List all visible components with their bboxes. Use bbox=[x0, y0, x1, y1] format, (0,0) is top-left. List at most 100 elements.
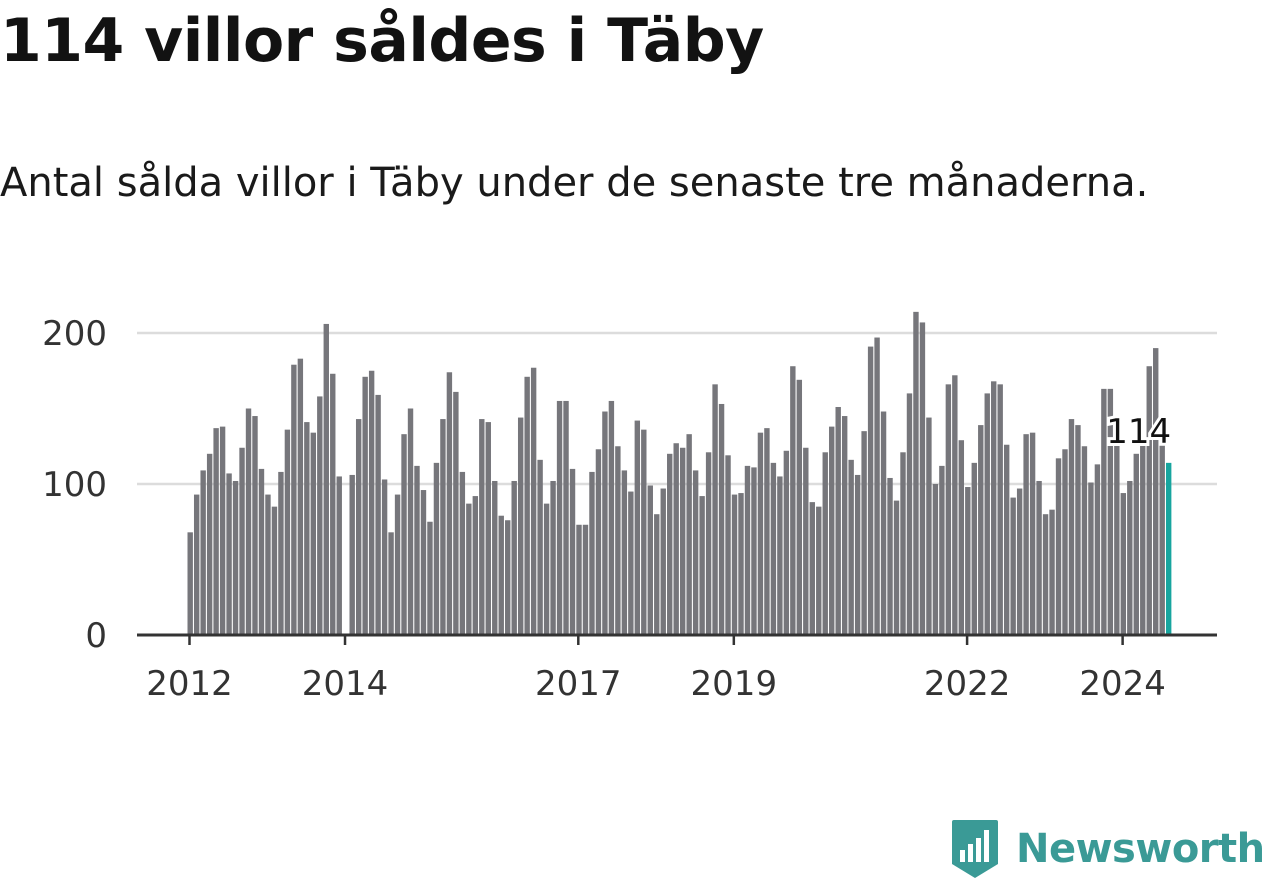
bar bbox=[1094, 464, 1101, 635]
bar bbox=[479, 419, 485, 635]
bar bbox=[440, 419, 446, 635]
bar bbox=[453, 391, 459, 635]
bar bbox=[1023, 434, 1029, 635]
bar bbox=[265, 494, 271, 635]
bar bbox=[543, 503, 550, 635]
bar bbox=[485, 422, 491, 635]
bar bbox=[1081, 446, 1088, 635]
bar bbox=[692, 470, 699, 635]
bar bbox=[932, 484, 939, 635]
bar bbox=[472, 496, 479, 635]
bar bbox=[835, 406, 841, 635]
bar bbox=[556, 400, 563, 635]
bar bbox=[232, 480, 239, 635]
bar bbox=[1133, 453, 1139, 635]
x-tick-label: 2022 bbox=[924, 664, 1011, 704]
bar bbox=[401, 434, 407, 635]
bar bbox=[200, 470, 206, 635]
y-axis-ticks: 0 100 200 bbox=[42, 314, 107, 656]
bar bbox=[1036, 480, 1042, 635]
y-tick-label: 100 bbox=[42, 465, 107, 505]
bar bbox=[1042, 514, 1049, 635]
bar bbox=[1062, 449, 1068, 635]
bar bbox=[239, 447, 245, 635]
bar bbox=[647, 485, 653, 635]
bar bbox=[576, 524, 582, 635]
bar bbox=[459, 471, 466, 635]
chart-subtitle: Antal sålda villor i Täby under de senas… bbox=[0, 160, 1149, 206]
bar bbox=[258, 468, 265, 635]
bar bbox=[1075, 425, 1081, 635]
bar bbox=[219, 426, 226, 635]
bar bbox=[634, 420, 641, 635]
bar bbox=[537, 459, 543, 635]
bar bbox=[1016, 488, 1023, 635]
bar bbox=[861, 431, 867, 635]
bar bbox=[563, 400, 569, 635]
x-axis-ticks: 2012 2014 2017 2019 2022 2024 bbox=[146, 635, 1166, 704]
y-tick-label: 0 bbox=[85, 616, 107, 656]
bar bbox=[511, 480, 517, 635]
bar bbox=[304, 422, 310, 635]
x-tick-label: 2017 bbox=[535, 664, 622, 704]
bar bbox=[381, 479, 388, 635]
bar bbox=[1127, 480, 1133, 635]
bar bbox=[595, 449, 602, 635]
bar bbox=[686, 434, 692, 635]
bar bbox=[492, 480, 498, 635]
bar bbox=[187, 532, 193, 635]
bar bbox=[822, 452, 828, 635]
bar bbox=[368, 370, 375, 635]
bar bbox=[887, 477, 893, 635]
bar bbox=[673, 443, 679, 635]
bar bbox=[291, 364, 297, 635]
bar bbox=[744, 465, 751, 635]
bar bbox=[569, 468, 576, 635]
bar bbox=[602, 411, 608, 635]
bar bbox=[355, 419, 362, 635]
bar bbox=[1010, 497, 1016, 635]
bar bbox=[991, 381, 997, 635]
bar bbox=[731, 494, 738, 635]
bar bbox=[1068, 419, 1075, 635]
bar bbox=[330, 373, 336, 635]
bar bbox=[803, 447, 809, 635]
bar bbox=[615, 446, 621, 635]
bar bbox=[446, 372, 453, 635]
bar bbox=[252, 416, 258, 635]
bar bbox=[278, 471, 284, 635]
bar bbox=[349, 474, 355, 635]
x-tick-label: 2019 bbox=[691, 664, 778, 704]
bar bbox=[654, 514, 660, 635]
bar bbox=[796, 379, 803, 635]
bar bbox=[206, 453, 213, 635]
bar bbox=[945, 384, 952, 635]
chart-title: 114 villor såldes i Täby bbox=[0, 6, 764, 76]
bar bbox=[1107, 388, 1114, 635]
bar bbox=[466, 503, 472, 635]
bar bbox=[589, 471, 595, 635]
bar bbox=[310, 432, 317, 635]
bar bbox=[751, 467, 757, 635]
bar bbox=[284, 429, 291, 635]
x-tick-label: 2024 bbox=[1079, 664, 1166, 704]
bar bbox=[919, 322, 926, 635]
annotation: 114 bbox=[1103, 409, 1174, 455]
bar bbox=[271, 506, 278, 635]
bar bbox=[725, 455, 731, 635]
bar bbox=[608, 400, 615, 635]
bar bbox=[900, 452, 906, 635]
bar bbox=[1049, 509, 1055, 635]
bar bbox=[854, 474, 861, 635]
bar bbox=[757, 432, 764, 635]
bar bbox=[712, 384, 718, 635]
bar bbox=[336, 476, 342, 635]
newsworthy-logo-icon bbox=[952, 820, 998, 878]
bar bbox=[880, 411, 887, 635]
bar bbox=[524, 376, 530, 635]
newsworthy-logo: Newsworthy bbox=[950, 818, 1262, 880]
x-tick-label: 2014 bbox=[302, 664, 389, 704]
bar bbox=[874, 337, 880, 635]
bar bbox=[317, 396, 323, 635]
bar bbox=[1153, 348, 1159, 635]
